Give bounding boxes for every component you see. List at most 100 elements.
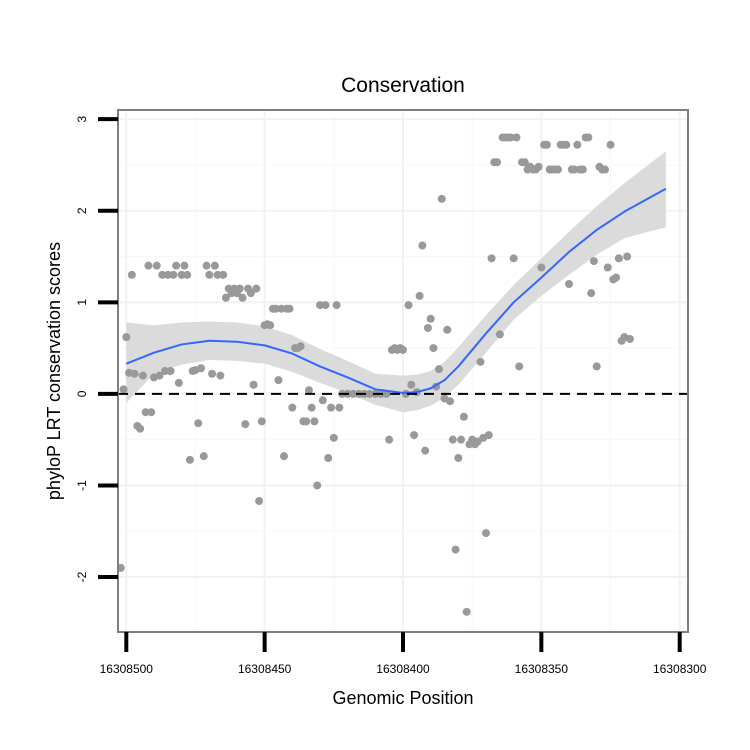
data-point: [257, 417, 266, 426]
data-point: [183, 270, 192, 279]
data-point: [332, 301, 341, 310]
data-point: [147, 408, 156, 417]
data-point: [324, 454, 333, 462]
data-point: [570, 165, 579, 174]
data-point: [457, 435, 466, 444]
data-point: [349, 389, 358, 398]
data-point: [600, 165, 609, 174]
data-point: [302, 417, 311, 426]
data-point: [418, 241, 427, 250]
data-point: [437, 194, 446, 203]
confidence-ribbon-layer: [126, 151, 666, 413]
data-point: [553, 165, 562, 174]
data-point: [520, 158, 529, 167]
data-point: [119, 385, 128, 394]
data-point: [158, 270, 167, 279]
data-point: [592, 362, 601, 371]
data-point: [321, 301, 330, 310]
data-point: [573, 140, 582, 149]
data-point: [255, 497, 264, 506]
data-point: [385, 435, 394, 444]
data-point: [136, 424, 145, 433]
data-point: [313, 481, 322, 490]
data-point: [587, 289, 596, 298]
data-point: [410, 431, 419, 440]
data-point: [625, 334, 634, 343]
data-point: [280, 452, 289, 461]
data-point: [252, 284, 261, 293]
confidence-ribbon: [126, 151, 666, 413]
data-point: [448, 435, 457, 444]
data-point: [459, 412, 468, 421]
data-point: [194, 419, 203, 428]
data-point: [221, 293, 230, 302]
data-point: [421, 446, 430, 455]
x-tick-label: 16308500: [100, 662, 154, 676]
data-point: [208, 369, 217, 378]
data-point: [271, 304, 280, 313]
data-point: [318, 396, 327, 405]
data-point: [562, 140, 571, 149]
data-point: [246, 289, 255, 298]
data-point: [288, 403, 297, 412]
x-tick-label: 16308450: [238, 662, 292, 676]
data-point: [506, 133, 515, 142]
y-tick-label: 1: [75, 299, 89, 306]
x-axis: 16308500 16308450 16308400 16308350 16308300: [100, 632, 707, 676]
data-point: [515, 362, 524, 371]
data-point: [429, 344, 438, 353]
data-point: [205, 270, 214, 279]
y-tick-label: 3: [75, 116, 89, 123]
data-point: [512, 133, 521, 142]
data-point: [169, 270, 178, 279]
data-point: [249, 380, 258, 389]
data-point: [329, 433, 338, 442]
data-point: [285, 304, 294, 313]
chart-title: Conservation: [341, 74, 465, 97]
data-point: [166, 367, 175, 375]
data-point: [623, 252, 632, 261]
data-point: [482, 529, 491, 538]
data-point: [122, 333, 131, 342]
data-point: [180, 261, 189, 270]
data-point: [584, 133, 593, 142]
data-point: [476, 357, 485, 366]
y-axis: -2 -1 0 1 2 3: [75, 116, 118, 582]
data-point: [534, 162, 543, 171]
data-point: [235, 284, 244, 293]
data-point: [210, 261, 219, 270]
smooth-line: [125, 187, 667, 394]
data-point: [454, 454, 463, 462]
y-tick-label: -2: [75, 571, 89, 582]
data-point: [446, 397, 455, 406]
data-point: [310, 417, 319, 426]
data-point: [327, 403, 336, 412]
data-point: [216, 371, 225, 380]
data-point: [163, 270, 172, 279]
data-point: [315, 301, 324, 310]
data-point: [509, 254, 518, 263]
x-tick-label: 16308400: [376, 662, 430, 676]
data-point: [199, 452, 208, 461]
data-point: [219, 270, 228, 279]
data-point: [335, 403, 344, 412]
x-axis-label: Genomic Position: [332, 688, 473, 708]
y-tick-label: 2: [75, 207, 89, 214]
data-point: [407, 380, 416, 389]
x-tick-label: 16308350: [515, 662, 569, 676]
data-point: [144, 261, 153, 270]
data-point: [451, 545, 460, 554]
data-point: [443, 325, 452, 334]
data-point: [404, 301, 413, 310]
data-point: [177, 270, 186, 279]
data-point: [606, 140, 615, 149]
data-point: [495, 330, 504, 339]
data-points: [116, 133, 634, 616]
data-point: [130, 369, 139, 378]
data-point: [274, 376, 283, 385]
data-point: [614, 254, 623, 263]
y-axis-label: phyloP LRT conservation scores: [44, 242, 64, 500]
data-point: [161, 367, 170, 375]
data-point: [612, 273, 621, 282]
